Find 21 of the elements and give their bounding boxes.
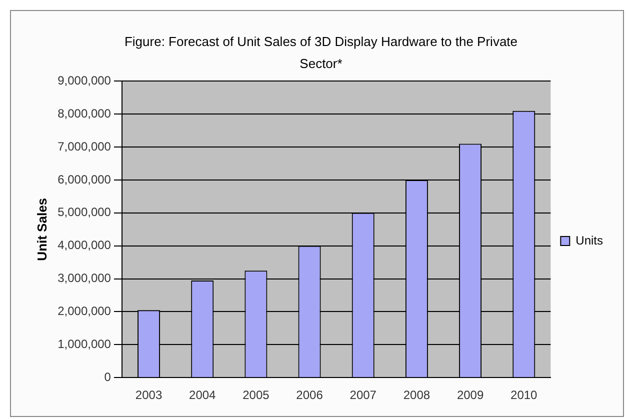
x-tick-label: 2008 [403,388,430,402]
y-tick-label: 5,000,000 [58,205,112,220]
legend-label: Units [576,233,604,248]
x-tick-label: 2009 [456,388,484,402]
x-tick-label: 2010 [510,388,538,402]
x-tick-label: 2005 [242,388,270,402]
y-tick-label: 8,000,000 [58,106,112,120]
x-tick-label: 2006 [296,388,324,402]
chart-title: Figure: Forecast of Unit Sales of 3D Display Hardware to the Private Sector* [123,33,519,73]
x-tick-label: 2007 [350,388,377,402]
y-tick-label: 0 [104,370,112,384]
y-tick-label: 9,000,000 [58,74,112,88]
x-tick-label: 2004 [189,388,216,402]
y-tick-label: 1,000,000 [58,336,112,351]
y-tick-label: 4,000,000 [58,238,112,252]
y-tick-label: 2,000,000 [58,304,112,318]
x-tick-label: 2003 [135,388,162,402]
y-axis-title: Unit Sales [34,198,50,261]
y-tick-label: 6,000,000 [58,172,112,186]
y-tick-label: 7,000,000 [58,139,112,154]
y-tick-label: 3,000,000 [58,271,112,286]
